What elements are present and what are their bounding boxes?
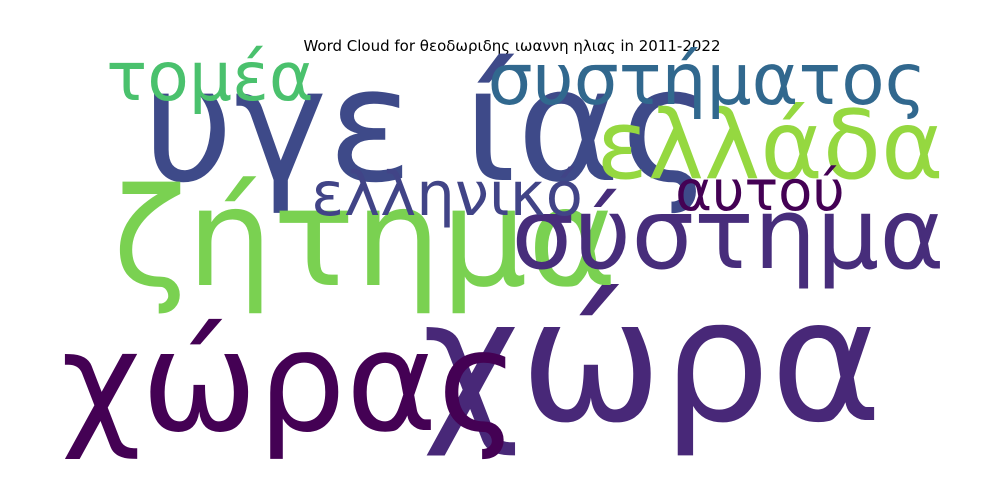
word-6: ελλάδα (596, 91, 943, 201)
word-1: χώρα (422, 263, 883, 461)
word-10: αυτού (675, 159, 845, 224)
word-4: ζήτημα (113, 160, 617, 318)
word-3: χώρας (61, 301, 519, 463)
word-7: συστήματος (488, 38, 927, 121)
word-9: ελληνικό (311, 159, 583, 230)
word-5: σύστημα (511, 177, 944, 292)
word-group: χώρα υγε ίας χώραςζήτημασύστημαελλάδασυστή… (61, 34, 945, 463)
word-2: υγε ίας (143, 34, 714, 218)
chart-title: Word Cloud for θεοδωριδης ιωαννη ηλιας i… (303, 37, 720, 55)
word-8: τομέα (106, 38, 313, 117)
